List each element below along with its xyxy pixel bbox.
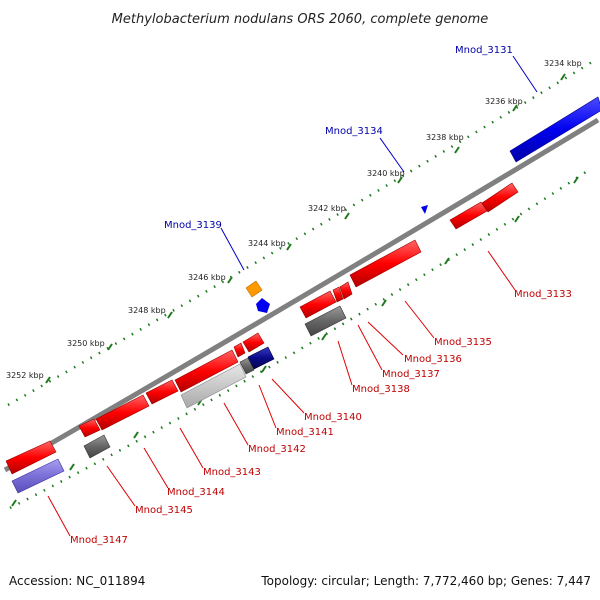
gene-mnod-3135-b[interactable] bbox=[299, 290, 337, 319]
inner-major-ticks bbox=[11, 176, 579, 507]
gene-label[interactable]: Mnod_3147 bbox=[70, 535, 128, 546]
gene-mnod-3140[interactable] bbox=[242, 332, 265, 353]
gene-label[interactable]: Mnod_3143 bbox=[203, 467, 261, 478]
gene-label[interactable]: Mnod_3135 bbox=[434, 337, 492, 348]
gene-mnod-3134[interactable] bbox=[421, 205, 428, 214]
gene-mnod-3138[interactable] bbox=[304, 305, 347, 337]
gene-mnod-3144-c[interactable] bbox=[78, 418, 101, 438]
gene-label[interactable]: Mnod_3145 bbox=[135, 505, 193, 516]
gene-mnod-3144-b[interactable] bbox=[95, 394, 150, 431]
gene-label[interactable]: Mnod_3136 bbox=[404, 354, 462, 365]
gene-label[interactable]: Mnod_3141 bbox=[276, 427, 334, 438]
gene-label[interactable]: Mnod_3137 bbox=[382, 369, 440, 380]
gene-label[interactable]: Mnod_3131 bbox=[455, 45, 513, 56]
forward-strand-genes bbox=[245, 96, 600, 313]
gene-label[interactable]: Mnod_3134 bbox=[325, 126, 383, 137]
gene-mnod-3145[interactable] bbox=[83, 434, 111, 459]
gene-label[interactable]: Mnod_3138 bbox=[352, 384, 410, 395]
gene-label[interactable]: Mnod_3140 bbox=[304, 412, 362, 423]
gene-mnod-3143[interactable] bbox=[174, 349, 239, 393]
gene-label[interactable]: Mnod_3139 bbox=[164, 220, 222, 231]
gene-mnod-3131[interactable] bbox=[509, 96, 600, 163]
red-leader-lines bbox=[47, 250, 516, 537]
gene-mnod-3133[interactable] bbox=[481, 182, 519, 213]
gene-label[interactable]: Mnod_3144 bbox=[167, 487, 225, 498]
outer-major-ticks bbox=[45, 73, 566, 384]
kbp-label: 3234 kbp bbox=[544, 59, 582, 68]
gene-mnod-3137[interactable] bbox=[332, 286, 344, 303]
kbp-label: 3238 kbp bbox=[426, 133, 464, 142]
topology-summary: Topology: circular; Length: 7,772,460 bp… bbox=[260, 574, 591, 588]
kbp-label: 3244 kbp bbox=[248, 239, 286, 248]
gene-mnod-3135[interactable] bbox=[349, 239, 422, 288]
gene-mnod-3141-gray[interactable] bbox=[239, 357, 255, 375]
gene-label[interactable]: Mnod_3142 bbox=[248, 444, 306, 455]
kbp-label: 3236 kbp bbox=[485, 97, 523, 106]
gene-mnod-3139-orange[interactable] bbox=[245, 280, 263, 298]
genome-backbone bbox=[3, 117, 600, 473]
blue-leader-lines bbox=[220, 55, 538, 271]
gene-mnod-3144[interactable] bbox=[145, 379, 179, 405]
red-gene-labels: Mnod_3133 Mnod_3135 Mnod_3136 Mnod_3137 … bbox=[70, 289, 572, 546]
gene-mnod-3141[interactable] bbox=[233, 342, 246, 358]
blue-gene-labels: Mnod_3131 Mnod_3134 Mnod_3139 bbox=[164, 45, 513, 231]
kbp-label: 3248 kbp bbox=[128, 306, 166, 315]
inner-tick-ring bbox=[9, 166, 593, 510]
kbp-label: 3242 kbp bbox=[308, 204, 346, 213]
gene-mnod-3139[interactable] bbox=[256, 298, 270, 313]
gene-mnod-3142[interactable] bbox=[180, 363, 247, 409]
gene-mnod-3147-red[interactable] bbox=[5, 440, 57, 475]
kbp-label: 3246 kbp bbox=[188, 273, 226, 282]
gene-mnod-3147[interactable] bbox=[11, 458, 65, 494]
kbp-label: 3240 kbp bbox=[367, 169, 405, 178]
gene-mnod-3136[interactable] bbox=[339, 281, 353, 300]
kbp-labels: 3234 kbp 3236 kbp 3238 kbp 3240 kbp 3242… bbox=[6, 59, 582, 380]
genome-title: Methylobacterium nodulans ORS 2060, comp… bbox=[112, 12, 489, 27]
outer-tick-ring bbox=[7, 60, 593, 407]
kbp-label: 3252 kbp bbox=[6, 371, 44, 380]
gene-label[interactable]: Mnod_3133 bbox=[514, 289, 572, 300]
accession-text: Accession: NC_011894 bbox=[9, 574, 145, 588]
reverse-strand-genes bbox=[5, 182, 519, 494]
gene-mnod-3140-navy[interactable] bbox=[247, 346, 275, 370]
kbp-label: 3250 kbp bbox=[67, 339, 105, 348]
